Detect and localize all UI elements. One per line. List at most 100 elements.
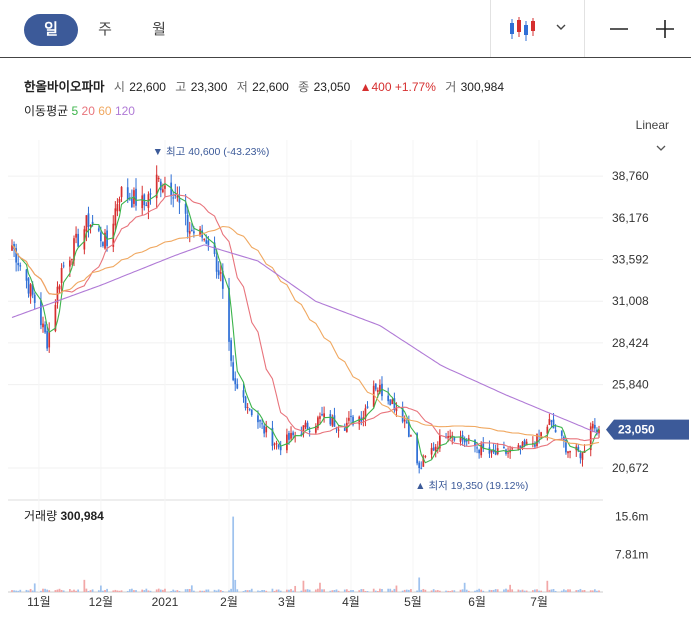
volume-bar xyxy=(430,590,433,592)
candle-body xyxy=(15,248,18,263)
volume-bar xyxy=(116,590,119,592)
volume-bar xyxy=(476,589,478,592)
volume-bar xyxy=(445,590,447,592)
candle-body xyxy=(56,286,59,304)
candle-body xyxy=(207,240,210,246)
candle-body xyxy=(438,435,441,449)
candle-body xyxy=(19,265,22,267)
price-tick-label: 28,424 xyxy=(612,336,649,350)
candle-body xyxy=(279,446,282,451)
volume-bar xyxy=(83,579,86,592)
ma120-label: 120 xyxy=(114,104,135,118)
low-value: 22,600 xyxy=(252,80,289,94)
volume-bar xyxy=(228,590,230,592)
open-label: 시 xyxy=(113,80,125,94)
plus-icon[interactable] xyxy=(650,14,680,44)
volume-bar xyxy=(25,589,28,592)
candle-body xyxy=(159,181,162,191)
candle-body xyxy=(44,324,46,333)
candle-body xyxy=(350,415,352,417)
volume-bar xyxy=(531,590,534,592)
chevron-down-icon[interactable] xyxy=(655,140,667,158)
volume-bar xyxy=(128,589,131,592)
candle-body xyxy=(317,417,319,429)
candle-body xyxy=(567,451,569,454)
candle-body xyxy=(186,214,189,233)
volume-bar xyxy=(100,585,102,592)
volume-bar xyxy=(29,588,32,592)
volume-bar xyxy=(164,588,166,592)
volume-bar xyxy=(492,589,495,592)
candle-body xyxy=(546,426,549,434)
volume-bar xyxy=(261,589,263,592)
candle-body xyxy=(379,384,381,393)
volume-bar xyxy=(42,588,44,592)
volume-bar xyxy=(323,589,325,592)
date-tick-label: 5월 xyxy=(404,595,422,609)
candle-body xyxy=(302,425,305,435)
tab-weekly[interactable]: 주 xyxy=(98,21,112,38)
candle-body xyxy=(548,419,551,425)
candle-body xyxy=(294,435,297,437)
candle-body xyxy=(85,215,88,232)
toolbar-divider xyxy=(490,0,491,57)
volume-bar xyxy=(598,590,600,592)
volume-bar xyxy=(416,590,418,592)
volume-bar xyxy=(114,589,117,592)
candle-body xyxy=(304,422,307,428)
candle-body xyxy=(199,228,201,236)
volume-bar xyxy=(248,590,251,592)
candle-body xyxy=(217,270,220,276)
volume-bar xyxy=(314,589,317,592)
volume-bar xyxy=(118,590,121,592)
volume-bar xyxy=(554,590,557,592)
volume-bar xyxy=(292,590,294,592)
candle-body xyxy=(234,378,237,385)
volume-bar xyxy=(263,590,266,592)
candle-body xyxy=(120,186,123,198)
minus-icon[interactable] xyxy=(604,14,634,44)
volume-bar xyxy=(306,589,309,592)
volume-bar xyxy=(193,590,195,592)
volume-bar xyxy=(459,589,462,592)
volume-bar xyxy=(389,588,392,592)
volume-bar xyxy=(546,580,549,592)
volume-bar xyxy=(201,590,204,592)
candle-body xyxy=(87,213,90,228)
low-annotation: ▲ 최저 19,350 (19.12%) xyxy=(415,480,528,492)
tab-monthly[interactable]: 월 xyxy=(152,21,166,38)
candle-body xyxy=(300,433,303,436)
candle-body xyxy=(323,413,325,418)
candle-body xyxy=(372,385,375,407)
volume-bar xyxy=(319,582,321,592)
volume-bar xyxy=(170,590,173,592)
candle-body xyxy=(376,390,379,392)
candle-body xyxy=(271,427,274,446)
volume-bar xyxy=(178,591,181,592)
ma60-line xyxy=(11,225,600,446)
candle-body xyxy=(389,399,392,406)
chevron-down-icon[interactable] xyxy=(552,14,570,44)
candle-body xyxy=(395,408,398,412)
scale-mode-select[interactable]: Linear xyxy=(635,118,669,132)
candle-body xyxy=(265,426,268,433)
volume-title-value: 300,984 xyxy=(60,509,104,523)
current-price-label: 23,050 xyxy=(618,423,655,437)
candle-body xyxy=(540,432,542,438)
current-price-tag xyxy=(606,419,689,440)
volume-bar xyxy=(217,589,220,592)
volume-bar xyxy=(172,589,175,592)
candlestick-icon[interactable] xyxy=(506,14,536,44)
volume-bar xyxy=(190,585,193,592)
ma20-label: 20 xyxy=(81,104,95,118)
volume-bar xyxy=(11,590,13,592)
candle-body xyxy=(374,383,377,390)
candle-body xyxy=(62,265,65,267)
date-tick-label: 2021 xyxy=(152,595,179,609)
candle-body xyxy=(505,449,507,454)
volume-bar xyxy=(250,588,253,592)
volume-bar xyxy=(391,590,394,592)
tab-daily[interactable]: 일 xyxy=(24,14,78,46)
volume-bar xyxy=(405,589,408,592)
